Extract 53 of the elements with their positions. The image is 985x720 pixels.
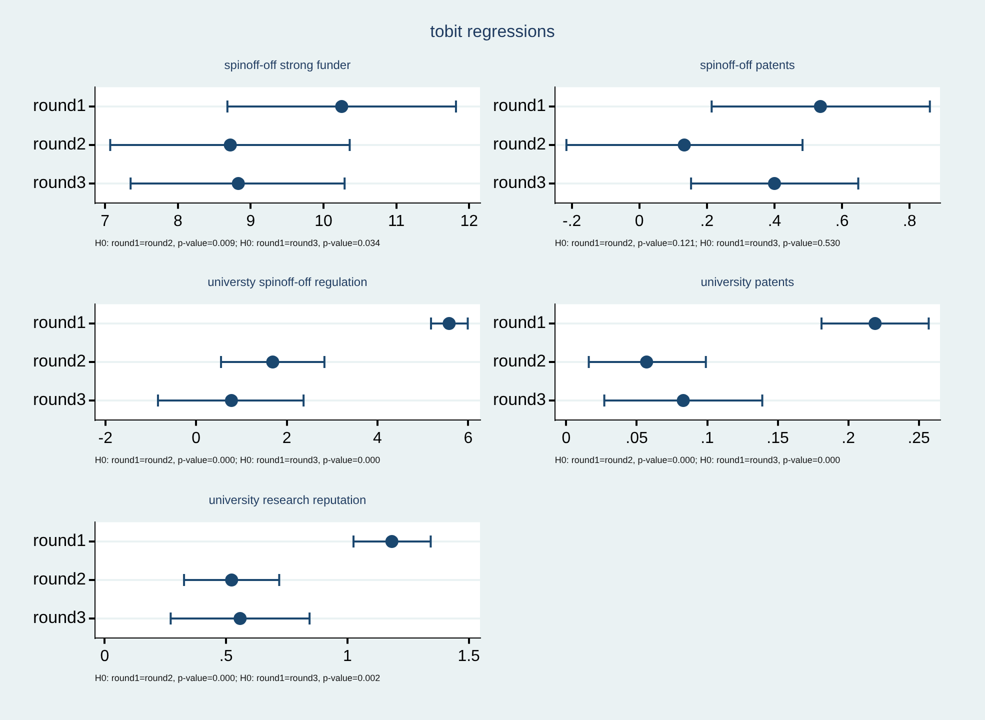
x-tick-label: .6 bbox=[835, 212, 849, 230]
x-tick-label: 4 bbox=[373, 430, 382, 447]
x-tick-label: 7 bbox=[100, 212, 110, 230]
chart-subtitle: university patents bbox=[700, 275, 796, 289]
chart-subtitle: spinoff-off strong funder bbox=[223, 58, 352, 72]
chart-subtitle: university research reputation bbox=[208, 493, 368, 507]
y-tick-label: round1 bbox=[32, 96, 86, 116]
y-tick-label: round3 bbox=[32, 390, 86, 410]
y-tick-label: round1 bbox=[32, 313, 86, 332]
x-tick-label: 6 bbox=[464, 430, 473, 447]
x-tick-label: 10 bbox=[314, 212, 332, 230]
y-tick-label: round3 bbox=[492, 173, 546, 192]
y-tick-label: round2 bbox=[32, 134, 86, 154]
y-tick-label: round3 bbox=[492, 390, 546, 410]
y-tick-label: round2 bbox=[32, 570, 86, 589]
text: H0: round1=round2, p-value=0.009; H0: round1=round3, p-value=0.034 bbox=[94, 238, 380, 248]
y-tick-label: round2 bbox=[492, 134, 546, 154]
chart-subtitle: universty spinoff-off regulation bbox=[206, 275, 368, 289]
x-tick-label: 0 bbox=[634, 212, 644, 230]
x-tick-label: .4 bbox=[768, 212, 782, 230]
y-tick-label: round1 bbox=[32, 531, 86, 550]
y-tick-label: round1 bbox=[492, 96, 546, 116]
x-tick-label: -2 bbox=[98, 430, 113, 447]
y-tick-label: round2 bbox=[492, 352, 546, 371]
x-tick-label: 2 bbox=[282, 430, 292, 447]
x-tick-label: 0 bbox=[192, 430, 201, 447]
chart-subtitle: spinoff-off patents bbox=[698, 58, 796, 72]
chart-title: tobit regressions bbox=[429, 22, 556, 42]
x-tick-label: 0 bbox=[100, 648, 110, 665]
x-tick-label: .15 bbox=[766, 430, 790, 447]
y-tick-label: round1 bbox=[492, 313, 546, 332]
text: H0: round1=round2, p-value=0.000; H0: round1=round3, p-value=0.002 bbox=[94, 673, 380, 683]
x-tick-label: .8 bbox=[902, 212, 916, 230]
text: H0: round1=round2, p-value=0.000; H0: round1=round3, p-value=0.000 bbox=[554, 455, 840, 465]
y-tick-label: round2 bbox=[32, 352, 86, 371]
x-tick-label: -.2 bbox=[562, 212, 582, 230]
x-tick-label: .2 bbox=[842, 430, 856, 447]
x-tick-label: 1 bbox=[342, 648, 352, 665]
text: H0: round1=round2, p-value=0.000; H0: round1=round3, p-value=0.000 bbox=[94, 455, 380, 465]
x-tick-label: 12 bbox=[460, 212, 478, 230]
x-tick-label: 1.5 bbox=[458, 648, 480, 665]
x-tick-label: 8 bbox=[173, 212, 182, 230]
y-tick-label: round3 bbox=[32, 608, 86, 628]
x-tick-label: 0 bbox=[562, 430, 571, 447]
x-tick-label: 9 bbox=[246, 212, 256, 230]
x-tick-label: .05 bbox=[626, 430, 648, 447]
y-tick-label: round3 bbox=[32, 173, 86, 192]
x-tick-label: .2 bbox=[700, 212, 714, 230]
x-tick-label: 11 bbox=[388, 212, 405, 230]
x-tick-label: .25 bbox=[908, 430, 930, 447]
x-tick-label: .5 bbox=[219, 648, 233, 665]
text: H0: round1=round2, p-value=0.121; H0: round1=round3, p-value=0.530 bbox=[554, 238, 840, 248]
x-tick-label: .1 bbox=[700, 430, 714, 447]
